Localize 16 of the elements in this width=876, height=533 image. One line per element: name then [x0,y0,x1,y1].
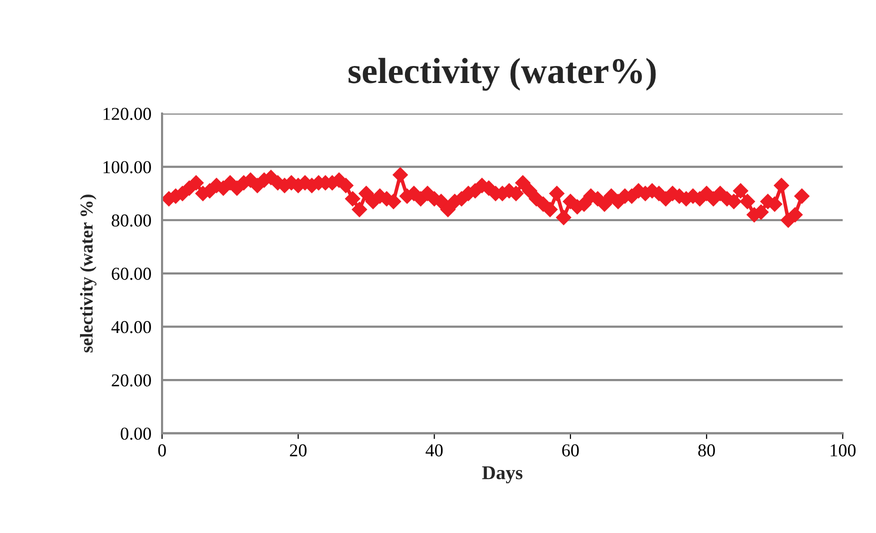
y-tick-label: 0.00 [120,428,151,440]
x-axis-title: Days [482,466,522,484]
y-tick-label: 100.00 [104,161,151,174]
x-tick-label: 80 [698,444,715,456]
x-tick-label: 60 [562,444,579,456]
x-tick-label: 100 [830,444,856,456]
y-tick-label: 80.00 [112,214,151,227]
y-tick-label: 20.00 [112,374,151,387]
y-tick-label: 40.00 [111,320,151,334]
x-tick-label: 20 [290,444,307,456]
y-tick-label: 120.00 [104,108,151,120]
x-tick-label: 0 [158,444,166,456]
y-tick-label: 60.00 [112,268,151,280]
y-axis-title: selectivity (water %) [80,194,96,352]
x-tick-label: 40 [426,444,443,456]
chart-title: selectivity (water%) [348,58,656,91]
